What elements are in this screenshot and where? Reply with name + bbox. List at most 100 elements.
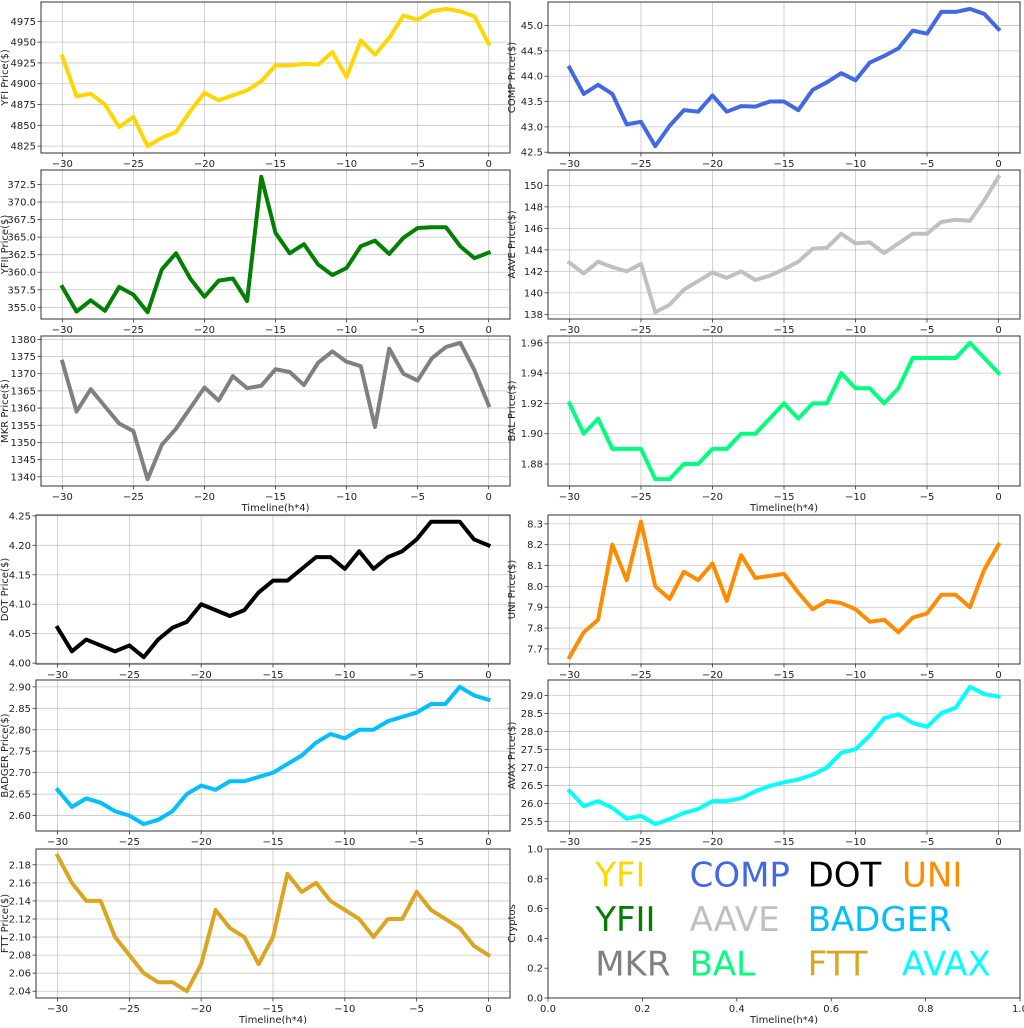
y-tick-label: 7.9 <box>527 603 543 614</box>
x-tick-label: −30 <box>559 837 580 848</box>
y-tick-label: 2.75 <box>9 747 31 758</box>
y-tick-label: 4.25 <box>9 511 31 522</box>
x-tick-label: 0.0 <box>540 1004 556 1015</box>
x-tick-label: −5 <box>920 159 935 170</box>
y-tick-label: 4.05 <box>9 629 31 640</box>
y-tick-label: 45.0 <box>521 21 543 32</box>
x-tick-label: 0.6 <box>823 1004 839 1015</box>
plot-frame <box>547 848 1021 999</box>
x-tick-label: −15 <box>773 492 794 503</box>
legend-label-ftt: FTT <box>808 945 868 985</box>
x-tick-label: −20 <box>194 325 215 336</box>
x-tick-label: −10 <box>845 670 866 681</box>
x-tick-label: −5 <box>410 159 425 170</box>
y-axis-label: FTT Price($) <box>0 894 11 953</box>
x-tick-label: −10 <box>334 670 355 681</box>
y-tick-label: 1.90 <box>521 429 543 440</box>
x-tick-label: −25 <box>123 325 144 336</box>
x-tick-label: −30 <box>559 325 580 336</box>
x-tick-label: 0 <box>995 325 1001 336</box>
x-tick-label: −20 <box>702 159 723 170</box>
x-tick-label: −30 <box>52 159 73 170</box>
plot-frame <box>547 679 1021 832</box>
x-axis-label: Timeline(h*4) <box>240 503 309 514</box>
y-tick-label: 0.8 <box>527 874 543 885</box>
y-tick-label: 138 <box>524 310 543 321</box>
y-tick-label: 2.85 <box>9 704 31 715</box>
x-tick-label: −5 <box>920 837 935 848</box>
x-tick-label: −20 <box>194 159 215 170</box>
x-tick-label: −25 <box>119 670 140 681</box>
y-tick-label: 1340 <box>11 472 36 483</box>
y-tick-label: 8.1 <box>527 561 543 572</box>
plot-frame <box>547 169 1021 320</box>
yfii-subplot: −30 −25 −20 −15 −10 −5 0 355.0 357.5 360.0 362.5 36… <box>0 169 511 336</box>
x-tick-label: 1.0 <box>1012 1004 1024 1015</box>
x-tick-label: 0 <box>485 670 491 681</box>
y-tick-label: 2.18 <box>9 860 31 871</box>
y-tick-label: 1.88 <box>521 460 543 471</box>
y-tick-label: 43.5 <box>521 97 543 108</box>
y-tick-label: 1355 <box>11 421 36 432</box>
x-tick-label: 0 <box>995 159 1001 170</box>
y-tick-label: 1365 <box>11 386 36 397</box>
uni-subplot: −30 −25 −20 −15 −10 −5 0 7.7 7.8 7.9 8.0 8.1 8.2 8.3 U… <box>507 514 1021 681</box>
badger-subplot: −30 −25 −20 −15 −10 −5 0 2.60 2.65 2.70 2.75 2.80 2.… <box>0 679 511 848</box>
y-tick-label: 43.0 <box>521 122 543 133</box>
y-axis-label: AAVE Price($) <box>507 210 518 278</box>
y-tick-label: 27.5 <box>521 745 543 756</box>
x-tick-label: 0 <box>995 492 1001 503</box>
y-axis-label: UNI Price($) <box>507 560 518 620</box>
avax-subplot: −30 −25 −20 −15 −10 −5 0 25.5 26.0 26.5 27.0 27.5 28… <box>507 679 1021 848</box>
y-tick-label: 7.7 <box>527 644 543 655</box>
y-tick-label: 7.8 <box>527 624 543 635</box>
y-tick-label: 2.12 <box>9 914 31 925</box>
x-axis-label: Timeline(h*4) <box>238 1015 307 1024</box>
y-tick-label: 1380 <box>11 335 36 346</box>
x-tick-label: −15 <box>262 837 283 848</box>
mkr-price-line <box>59 340 492 482</box>
y-tick-label: 1.96 <box>521 338 543 349</box>
y-tick-label: 26.5 <box>521 781 543 792</box>
y-tick-label: 2.06 <box>9 969 31 980</box>
plot-frame <box>547 1 1021 154</box>
y-axis-label: BADGER Price($) <box>0 713 11 797</box>
dot-subplot: −30 −25 −20 −15 −10 −5 0 4.00 4.05 4.10 4.15 4.20 4.… <box>0 511 511 681</box>
uni-price-line <box>566 519 1002 660</box>
y-tick-label: 4975 <box>11 17 36 28</box>
x-tick-label: −10 <box>334 837 355 848</box>
mkr-subplot: −30 −25 −20 −15 −10 −5 0 1340 1345 1350 1355 1360 13… <box>0 335 511 514</box>
y-axis-label: Cryptos <box>507 904 518 943</box>
x-tick-label: −10 <box>334 1004 355 1015</box>
y-tick-label: 1345 <box>11 455 36 466</box>
plot-frame <box>547 335 1021 487</box>
y-tick-label: 148 <box>524 202 543 213</box>
x-tick-label: −20 <box>191 670 212 681</box>
x-tick-label: 0 <box>485 837 491 848</box>
y-tick-label: 8.3 <box>527 519 543 530</box>
y-tick-label: 0.2 <box>527 964 543 975</box>
y-tick-label: 44.0 <box>521 72 543 83</box>
y-tick-label: 2.70 <box>9 768 31 779</box>
plot-frame <box>40 169 511 320</box>
plot-frame <box>35 848 511 999</box>
x-tick-label: −20 <box>702 492 723 503</box>
x-tick-label: −25 <box>630 159 651 170</box>
y-tick-label: 4.00 <box>9 659 31 670</box>
yfi-price-line <box>59 6 492 149</box>
x-tick-label: −10 <box>336 159 357 170</box>
y-tick-label: 360.0 <box>7 268 36 279</box>
legend-label-uni: UNI <box>902 855 962 895</box>
y-tick-label: 2.08 <box>9 951 31 962</box>
x-tick-label: −5 <box>410 492 425 503</box>
x-tick-label: −30 <box>47 670 68 681</box>
y-tick-label: 2.10 <box>9 933 31 944</box>
legend-label-badger: BADGER <box>808 900 952 940</box>
x-tick-label: −10 <box>336 325 357 336</box>
x-tick-label: −15 <box>773 837 794 848</box>
x-tick-label: 0 <box>485 1004 491 1015</box>
x-tick-label: 0 <box>485 159 491 170</box>
legend-label-dot: DOT <box>808 855 882 895</box>
y-tick-label: 4925 <box>11 58 36 69</box>
